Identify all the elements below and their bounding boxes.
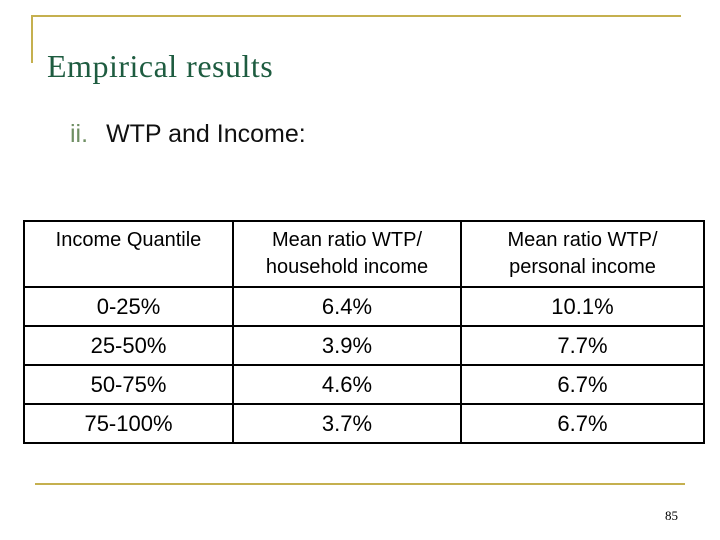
table-row: 0-25% 6.4% 10.1%	[23, 286, 705, 327]
top-accent-corner	[31, 15, 33, 63]
list-marker: ii.	[70, 120, 89, 148]
cell-quantile: 50-75%	[23, 364, 234, 405]
bottom-accent-rule	[35, 483, 685, 485]
header-mean-ratio-household: Mean ratio WTP/ household income	[232, 220, 462, 288]
results-table: Income Quantile Mean ratio WTP/ househol…	[23, 220, 705, 444]
cell-personal-ratio: 6.7%	[460, 364, 705, 405]
cell-personal-ratio: 7.7%	[460, 325, 705, 366]
cell-personal-ratio: 10.1%	[460, 286, 705, 327]
table-row: 50-75% 4.6% 6.7%	[23, 364, 705, 405]
header-mean-ratio-personal: Mean ratio WTP/ personal income	[460, 220, 705, 288]
cell-quantile: 0-25%	[23, 286, 234, 327]
subtitle-text: WTP and Income:	[106, 120, 306, 148]
cell-household-ratio: 3.7%	[232, 403, 462, 444]
cell-quantile: 75-100%	[23, 403, 234, 444]
cell-household-ratio: 6.4%	[232, 286, 462, 327]
header-income-quantile: Income Quantile	[23, 220, 234, 288]
table-row: 25-50% 3.9% 7.7%	[23, 325, 705, 366]
page-number: 85	[665, 508, 678, 523]
top-accent-rule	[31, 15, 681, 17]
table-header-row: Income Quantile Mean ratio WTP/ househol…	[23, 220, 705, 288]
table-row: 75-100% 3.7% 6.7%	[23, 403, 705, 444]
cell-personal-ratio: 6.7%	[460, 403, 705, 444]
slide-title: Empirical results	[47, 48, 274, 84]
cell-household-ratio: 3.9%	[232, 325, 462, 366]
subtitle-line: ii. WTP and Income:	[70, 120, 306, 149]
cell-household-ratio: 4.6%	[232, 364, 462, 405]
cell-quantile: 25-50%	[23, 325, 234, 366]
